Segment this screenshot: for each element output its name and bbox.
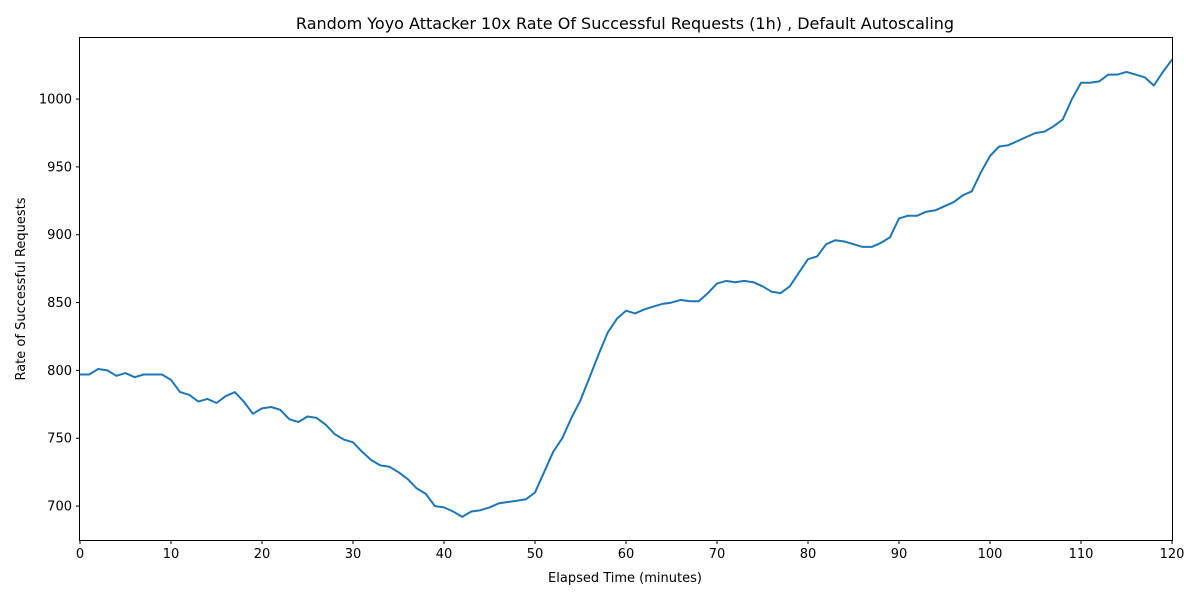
y-axis-label: Rate of Successful Requests (14, 197, 29, 380)
x-tick-label: 90 (891, 547, 908, 562)
x-tick-label: 60 (618, 547, 635, 562)
x-tick-label: 50 (527, 547, 544, 562)
chart-title: Random Yoyo Attacker 10x Rate Of Success… (296, 14, 954, 33)
x-axis-label: Elapsed Time (minutes) (548, 571, 702, 586)
plot-frame (79, 37, 1173, 541)
y-tick-label: 900 (47, 228, 72, 243)
y-tick-label: 850 (47, 296, 72, 311)
y-tick-label: 800 (47, 364, 72, 379)
y-tick-label: 950 (47, 160, 72, 175)
x-tick-label: 110 (1069, 547, 1094, 562)
x-tick-label: 10 (163, 547, 180, 562)
data-series (79, 58, 1173, 518)
x-tick-label: 80 (800, 547, 817, 562)
series-line (79, 58, 1173, 518)
axis-ticks: 0 10 20 30 40 50 60 70 80 90 100 110 120 700 750 800 850… (39, 93, 1185, 562)
y-tick-label: 700 (47, 500, 72, 515)
x-tick-label: 30 (345, 547, 362, 562)
x-tick-label: 120 (1160, 547, 1185, 562)
x-tick-label: 20 (254, 547, 271, 562)
y-tick-label: 750 (47, 432, 72, 447)
x-tick-label: 70 (709, 547, 726, 562)
y-tick-label: 1000 (39, 93, 72, 108)
x-tick-label: 100 (978, 547, 1003, 562)
x-tick-label: 0 (76, 547, 84, 562)
x-tick-label: 40 (436, 547, 453, 562)
